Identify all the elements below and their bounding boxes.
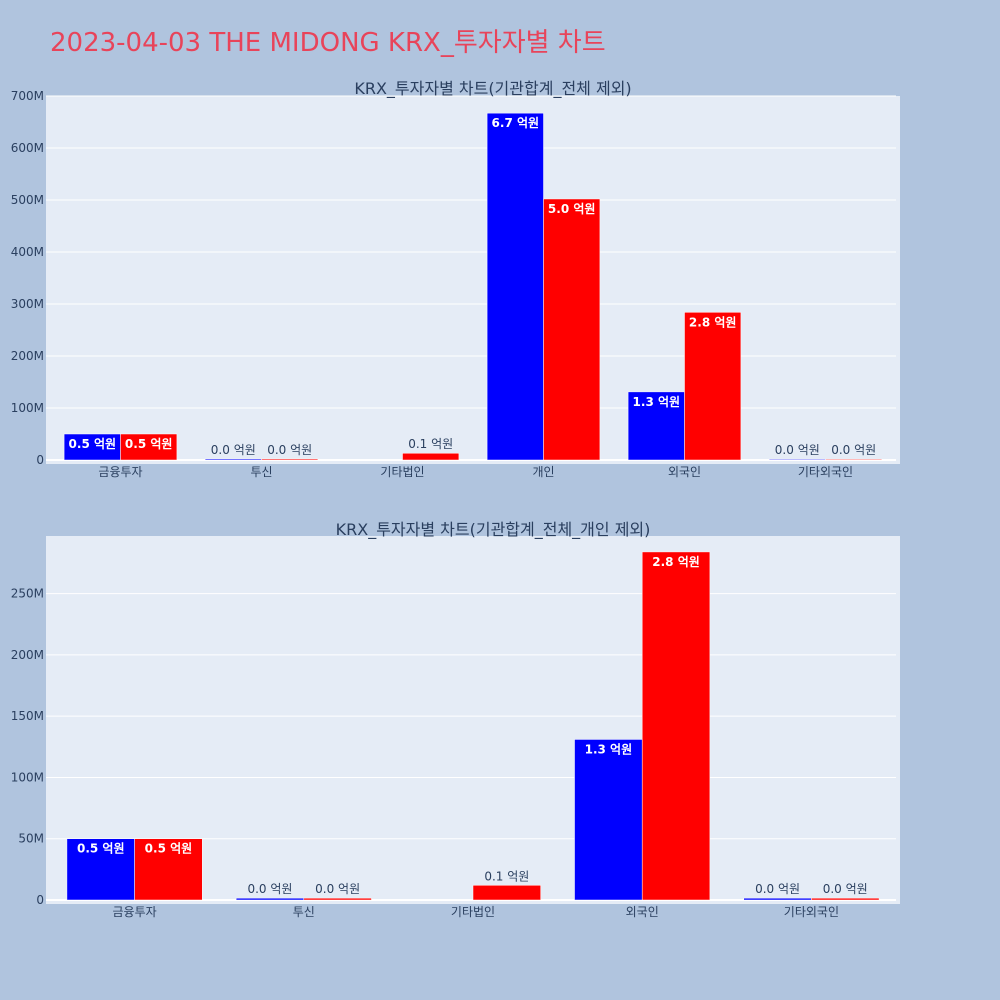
chart-2: 0 50M 100M 150M 200M 250M KRX_투자자별 차트(기관합계_전체_…: [11, 520, 900, 919]
bar: [402, 452, 460, 461]
data-label: 0.0 억원: [247, 882, 292, 896]
x-tick-label: 외국인: [626, 905, 659, 919]
y-tick-label: 300M: [11, 297, 44, 311]
bar: [204, 458, 262, 461]
y-tick-label: 700M: [11, 89, 44, 103]
bar: [63, 433, 121, 461]
data-label: 0.0 억원: [823, 882, 868, 896]
bar: [627, 391, 685, 461]
data-label: 0.0 억원: [267, 443, 312, 457]
page-title: 2023-04-03 THE MIDONG KRX_투자자별 차트: [50, 28, 606, 58]
bar: [472, 885, 541, 901]
bar: [66, 838, 135, 901]
bar: [235, 897, 305, 901]
chart-1: 0 100M 200M 300M 400M 500M 600M 700M KRX_투자자별 차트…: [11, 79, 900, 479]
y-tick-label: 100M: [11, 401, 44, 415]
chart-title: KRX_투자자별 차트(기관합계_전체 제외): [354, 79, 631, 99]
data-label: 2.8 억원: [652, 555, 700, 569]
plot-area: [46, 96, 900, 464]
data-label: 2.8 억원: [689, 315, 737, 329]
data-label: 0.0 억원: [211, 443, 256, 457]
data-label: 0.5 억원: [125, 437, 173, 451]
data-label: 6.7 억원: [492, 116, 540, 130]
bar: [120, 433, 178, 461]
x-tick-label: 기타법인: [451, 905, 495, 919]
y-tick-label: 50M: [18, 832, 44, 846]
bar: [303, 897, 372, 901]
y-tick-label: 600M: [11, 141, 44, 155]
data-label: 0.1 억원: [484, 869, 529, 883]
x-tick-label: 기타외국인: [784, 905, 839, 919]
data-label: 0.5 억원: [69, 437, 117, 451]
data-label: 1.3 억원: [585, 742, 633, 756]
y-tick-label: 400M: [11, 245, 44, 259]
bar: [486, 112, 544, 461]
bar: [768, 458, 826, 461]
chart-title: KRX_투자자별 차트(기관합계_전체_개인 제외): [336, 520, 651, 540]
data-label: 5.0 억원: [548, 202, 596, 216]
y-tick-label: 0: [36, 893, 44, 907]
y-tick-label: 500M: [11, 193, 44, 207]
data-label: 0.5 억원: [77, 842, 125, 856]
data-label: 0.0 억원: [775, 443, 820, 457]
x-tick-label: 투신: [293, 905, 315, 919]
x-tick-label: 기타법인: [380, 465, 424, 479]
data-label: 0.5 억원: [145, 842, 193, 856]
x-tick-label: 개인: [532, 465, 554, 479]
x-tick-label: 금융투자: [98, 465, 142, 479]
bar: [641, 551, 711, 901]
y-tick-label: 200M: [11, 349, 44, 363]
y-tick-label: 100M: [11, 770, 44, 784]
x-tick-label: 외국인: [668, 465, 701, 479]
bar: [134, 838, 203, 901]
data-label: 1.3 억원: [633, 395, 681, 409]
y-tick-label: 150M: [11, 709, 44, 723]
x-tick-label: 기타외국인: [798, 465, 853, 479]
bar: [543, 198, 601, 461]
bar: [684, 312, 742, 461]
data-label: 0.0 억원: [831, 443, 876, 457]
bar: [261, 458, 319, 461]
bar: [825, 458, 883, 461]
bar: [743, 897, 812, 901]
y-tick-label: 250M: [11, 587, 44, 601]
bar: [811, 897, 880, 901]
x-tick-label: 투신: [250, 465, 272, 479]
data-label: 0.0 억원: [755, 882, 800, 896]
x-tick-label: 금융투자: [113, 905, 157, 919]
bar: [574, 739, 643, 901]
y-tick-label: 200M: [11, 648, 44, 662]
data-label: 0.1 억원: [408, 437, 453, 451]
y-tick-label: 0: [36, 453, 44, 467]
data-label: 0.0 억원: [315, 882, 360, 896]
